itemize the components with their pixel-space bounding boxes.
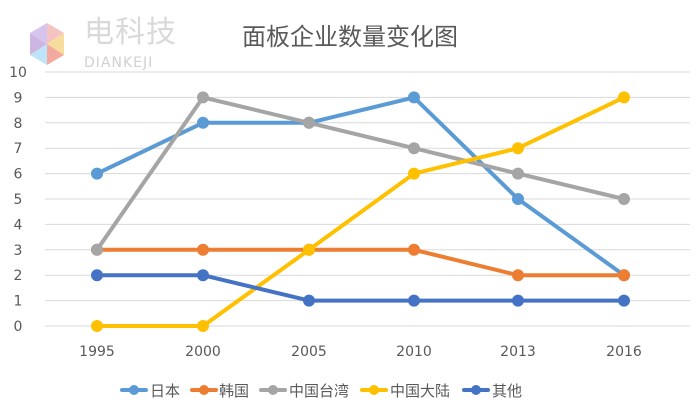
y-tick-label-10: 10 — [9, 65, 27, 81]
x-tick-label-4: 2013 — [500, 344, 536, 360]
data-point-0-0 — [91, 167, 103, 180]
series-layer — [91, 91, 630, 332]
data-point-0-3 — [408, 91, 420, 104]
data-point-4-3 — [408, 294, 420, 307]
logo-mark-icon — [30, 23, 64, 65]
data-point-2-1 — [197, 91, 209, 104]
legend-label-4: 其他 — [492, 382, 522, 400]
logo-cn: 电科技 — [84, 15, 177, 50]
data-point-2-2 — [303, 116, 315, 129]
logo-text: 电科技 DIANKEJI — [84, 15, 177, 71]
watermark-logo: 电科技 DIANKEJI — [20, 12, 200, 76]
legend-label-3: 中国大陆 — [390, 382, 450, 400]
data-point-0-1 — [197, 116, 209, 129]
data-point-1-1 — [197, 243, 209, 256]
legend-label-2: 中国台湾 — [289, 382, 349, 400]
series-line-1 — [95, 247, 626, 278]
data-point-3-0 — [91, 320, 103, 332]
chart-title: 面板企业数量变化图 — [242, 23, 458, 51]
y-tick-label-3: 3 — [14, 243, 23, 259]
legend-marker-1 — [199, 385, 209, 395]
data-point-2-4 — [512, 167, 524, 180]
series-line-0 — [95, 95, 626, 278]
y-tick-label-0: 0 — [14, 319, 23, 335]
legend-label-0: 日本 — [150, 382, 180, 400]
data-point-3-2 — [303, 243, 315, 256]
data-point-4-1 — [197, 269, 209, 282]
data-point-2-3 — [408, 142, 420, 155]
y-tick-label-8: 8 — [14, 116, 23, 132]
legend-marker-0 — [129, 385, 139, 395]
logo-en: DIANKEJI — [84, 55, 154, 71]
y-tick-label-2: 2 — [14, 268, 23, 284]
x-tick-label-3: 2010 — [396, 344, 432, 360]
data-point-3-5 — [618, 91, 630, 104]
data-point-3-1 — [197, 320, 209, 332]
data-point-3-3 — [408, 167, 420, 180]
data-point-1-4 — [512, 269, 524, 282]
y-tick-label-5: 5 — [14, 192, 23, 208]
data-point-1-3 — [408, 243, 420, 256]
data-point-2-5 — [618, 193, 630, 205]
y-tick-label-1: 1 — [14, 294, 23, 310]
data-point-2-0 — [91, 243, 103, 256]
data-point-4-2 — [303, 294, 315, 307]
y-tick-label-6: 6 — [14, 167, 23, 183]
y-tick-label-7: 7 — [14, 141, 23, 157]
series-line-4 — [95, 273, 626, 303]
legend-marker-4 — [471, 385, 481, 395]
data-point-0-4 — [512, 193, 524, 205]
legend: 日本 韩国 中国台湾 中国大陆 其他 — [120, 382, 522, 400]
legend-label-1: 韩国 — [219, 382, 249, 400]
axis-layer: 0 1 2 3 4 5 6 7 8 9 10 1995 2000 2005 2010 2013 2016 — [9, 65, 642, 360]
legend-marker-2 — [268, 385, 278, 395]
series-line-3 — [95, 95, 626, 328]
data-point-4-5 — [618, 294, 630, 307]
x-tick-label-5: 2016 — [606, 344, 642, 360]
series-line-2 — [95, 95, 626, 252]
y-tick-label-9: 9 — [14, 90, 23, 106]
x-tick-label-2: 2005 — [291, 344, 327, 360]
data-point-4-0 — [91, 269, 103, 282]
data-point-1-5 — [618, 269, 630, 282]
x-tick-label-0: 1995 — [79, 344, 115, 360]
y-tick-label-4: 4 — [14, 217, 23, 233]
data-point-3-4 — [512, 142, 524, 155]
data-point-4-4 — [512, 294, 524, 307]
legend-marker-3 — [369, 385, 379, 395]
x-tick-label-1: 2000 — [185, 344, 221, 360]
